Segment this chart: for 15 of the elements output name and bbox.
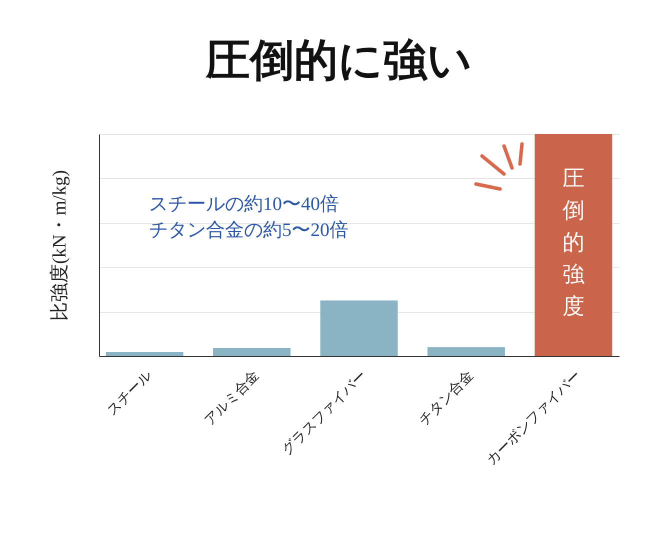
x-tick-label: スチール bbox=[104, 368, 156, 419]
annotation: スチールの約10〜40倍 bbox=[149, 194, 339, 215]
x-tick-label: アルミ合金 bbox=[202, 368, 262, 429]
bar bbox=[106, 352, 184, 356]
annotation: 圧倒的強度 bbox=[562, 165, 584, 318]
x-tick-label: チタン合金 bbox=[416, 368, 477, 429]
bar bbox=[320, 300, 398, 356]
chart-title: 圧倒的に強い bbox=[205, 36, 472, 85]
x-tick-label: グラスファイバー bbox=[280, 368, 370, 458]
bar bbox=[213, 348, 291, 356]
bar bbox=[534, 134, 612, 356]
annotation: チタン合金の約5〜20倍 bbox=[149, 220, 348, 241]
y-axis-title: 比強度(kN・m/kg) bbox=[48, 170, 70, 321]
bar bbox=[427, 347, 505, 356]
x-tick-label: カーボンファイバー bbox=[484, 368, 584, 468]
